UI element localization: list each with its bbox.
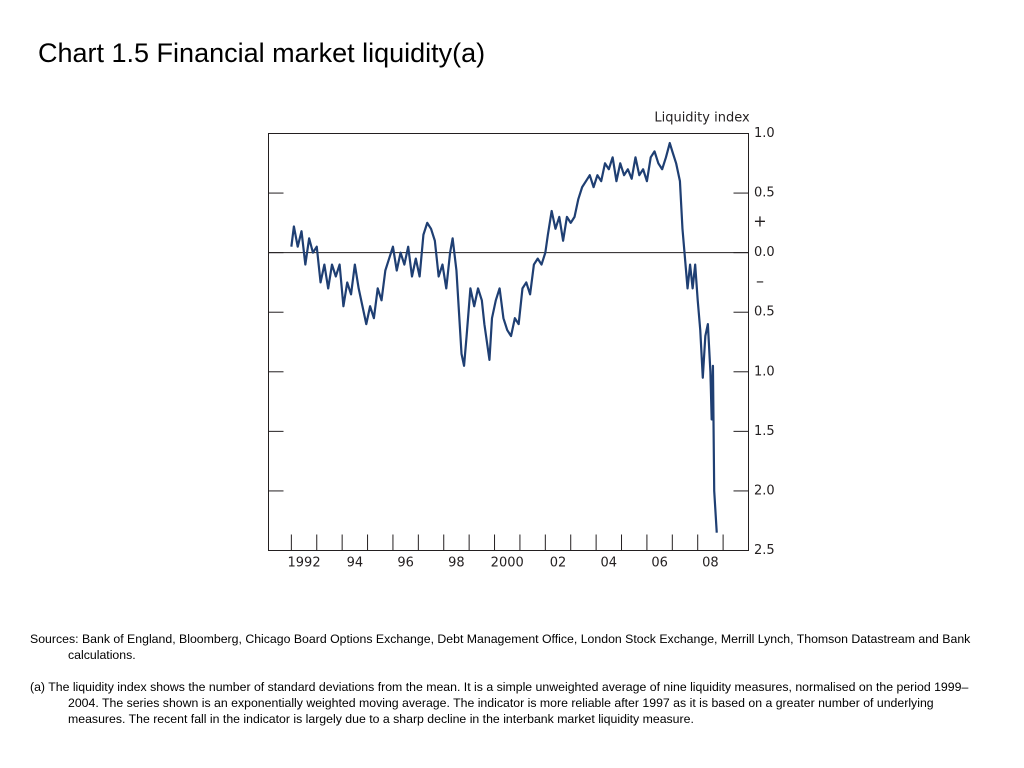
y-tick-label: 1.5: [754, 424, 775, 439]
footnote: (a) The liquidity index shows the number…: [30, 680, 969, 726]
x-tick-label: 2000: [491, 556, 524, 571]
x-tick-label: 06: [651, 556, 668, 571]
x-tick-label: 1992: [288, 556, 321, 571]
annotation: –: [756, 272, 764, 291]
y-tick-label: 2.5: [754, 543, 775, 558]
x-tick-label: 96: [397, 556, 414, 571]
sources-note: Sources: Bank of England, Bloomberg, Chi…: [30, 632, 971, 662]
x-tick-label: 02: [550, 556, 567, 571]
y-axis-label: Liquidity index: [654, 111, 750, 126]
y-tick-label: 0.0: [754, 245, 775, 260]
title: Chart 1.5 Financial market liquidity(a): [38, 38, 486, 68]
y-tick-label: 1.0: [754, 126, 775, 141]
line-series: [290, 141, 718, 533]
y-tick-label: 2.0: [754, 483, 775, 498]
notes: Sources: Bank of England, Bloomberg, Chi…: [30, 631, 980, 743]
y-tick-label: 1.0: [754, 364, 775, 379]
y-tick-label: 0.5: [754, 305, 775, 320]
x-tick-label: 98: [448, 556, 465, 571]
annotation: +: [753, 212, 766, 231]
x-tick-label: 08: [702, 556, 719, 571]
y-tick-label: 0.5: [754, 186, 775, 201]
x-tick-label: 04: [601, 556, 618, 571]
x-tick-label: 94: [347, 556, 364, 571]
plot-frame: [268, 133, 749, 551]
